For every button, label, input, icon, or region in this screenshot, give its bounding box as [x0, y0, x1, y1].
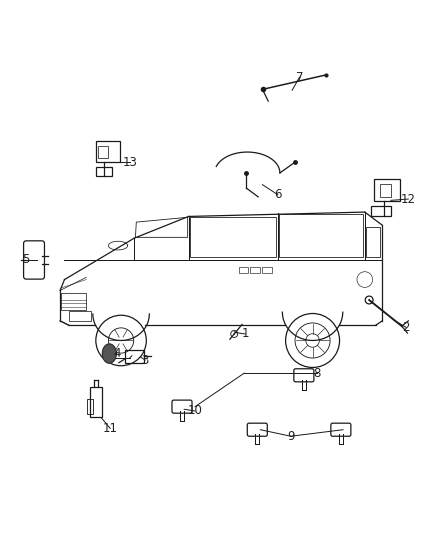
Bar — [366, 228, 381, 257]
Text: 4: 4 — [113, 347, 120, 360]
Bar — [87, 399, 93, 415]
Text: 11: 11 — [102, 422, 118, 435]
Text: 12: 12 — [401, 192, 416, 206]
Bar — [374, 180, 400, 201]
Bar — [380, 184, 391, 197]
Text: 10: 10 — [187, 405, 202, 417]
Bar — [190, 217, 276, 257]
Bar — [262, 268, 272, 272]
Polygon shape — [102, 344, 116, 363]
Bar — [371, 206, 391, 215]
Bar — [96, 167, 113, 176]
Text: 9: 9 — [287, 430, 295, 443]
Bar — [96, 141, 120, 162]
Bar — [61, 294, 86, 310]
Text: 6: 6 — [274, 188, 282, 201]
Bar — [239, 268, 248, 272]
Text: 7: 7 — [296, 71, 303, 84]
Bar — [279, 214, 363, 257]
Bar — [251, 268, 260, 272]
Text: 3: 3 — [141, 353, 148, 367]
Text: 8: 8 — [313, 367, 321, 379]
Text: 2: 2 — [403, 321, 410, 334]
Bar — [69, 311, 91, 321]
Text: 1: 1 — [241, 327, 249, 341]
Bar — [90, 387, 102, 417]
Text: 5: 5 — [21, 254, 29, 266]
Text: 13: 13 — [122, 156, 137, 168]
Bar — [124, 350, 144, 362]
Bar — [99, 146, 108, 158]
